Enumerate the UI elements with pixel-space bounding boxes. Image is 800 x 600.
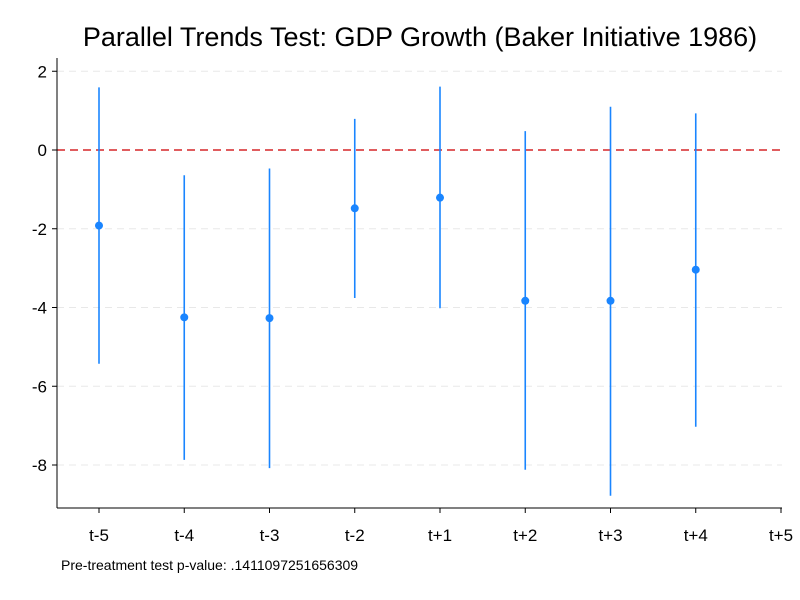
x-tick-label: t+3	[598, 526, 622, 545]
x-tick-label: t-2	[345, 526, 365, 545]
x-tick-label: t-4	[174, 526, 194, 545]
point-estimate	[436, 193, 444, 202]
point-estimate	[95, 221, 103, 230]
pvalue-note: Pre-treatment test p-value: .14110972516…	[61, 557, 359, 573]
x-tick-label: t-3	[260, 526, 280, 545]
y-tick-label: -4	[32, 299, 47, 318]
point-estimate	[265, 314, 274, 323]
x-tick-label: t-5	[89, 526, 109, 545]
point-estimate	[521, 296, 530, 305]
y-tick-label: 2	[38, 62, 47, 81]
chart-marks	[95, 86, 700, 496]
y-tick-label: -6	[32, 377, 47, 396]
x-tick-label: t+2	[513, 526, 537, 545]
gridlines	[57, 70, 782, 466]
y-tick-label: -8	[32, 456, 47, 475]
point-estimate	[350, 204, 359, 213]
x-tick-label: t+5	[769, 526, 793, 545]
x-tick-label: t+4	[684, 526, 708, 545]
point-estimate	[691, 265, 700, 274]
axes	[52, 58, 782, 513]
y-tick-label: -2	[32, 220, 47, 239]
tick-labels: 2 0 -2 -4 -6 -8 t-5 t-4 t-3 t-2 t+1 t+2 t+3 t+4 t+5	[32, 62, 793, 545]
point-estimate	[180, 313, 189, 322]
chart-title: Parallel Trends Test: GDP Growth (Baker …	[82, 22, 758, 52]
y-tick-label: 0	[38, 141, 47, 160]
point-estimate	[606, 296, 615, 305]
x-tick-label: t+1	[428, 526, 452, 545]
